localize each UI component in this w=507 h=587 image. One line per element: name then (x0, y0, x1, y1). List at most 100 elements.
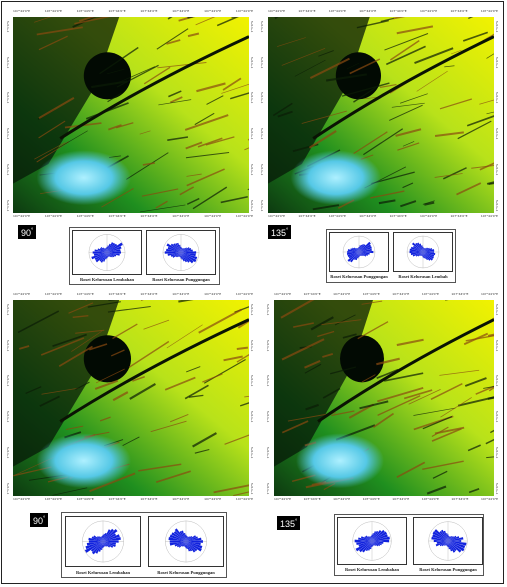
rose-ring (352, 521, 392, 561)
axis-tick-label: 7°5'0"S (260, 199, 264, 211)
rose-petal (441, 541, 448, 547)
crater-depression (83, 52, 131, 100)
rose-petal (446, 541, 448, 547)
axis-tick-label: 7°5'0"S (266, 482, 270, 494)
rose-petal (168, 537, 186, 542)
ridge-line (52, 333, 87, 348)
ridge-line (112, 323, 138, 340)
rose-petal (103, 528, 114, 542)
ridge-line (236, 346, 249, 350)
rose-petal (371, 541, 373, 547)
ridge-line (168, 90, 182, 98)
summit-area (36, 433, 131, 489)
rose-petal (106, 246, 108, 253)
ridge-line (58, 345, 93, 368)
ridge-line (322, 353, 334, 358)
ridge-line (422, 200, 435, 205)
left-axis-labels: 7°5'0"S 7°5'0"S 7°5'0"S 7°5'0"S 7°5'0"S 7°5'0… (6, 21, 10, 211)
ridge-line (389, 104, 423, 121)
ridge-line (75, 381, 90, 391)
rose-petal (93, 252, 107, 256)
rose-petal (107, 252, 109, 258)
rose-petal (103, 541, 114, 548)
rose-petal (369, 536, 372, 541)
ridge-line (224, 434, 249, 445)
azimuth-label: 135° (268, 225, 292, 239)
rose-petal (166, 243, 181, 253)
ridge-line (196, 82, 226, 93)
rose-petal (357, 247, 359, 252)
ridge-line (357, 321, 389, 340)
ridge-line (141, 188, 179, 197)
rose-petal (100, 541, 103, 550)
summit-area (36, 150, 131, 206)
axis-tick-label: 7°5'0"S (495, 128, 499, 140)
axis-tick-label: 107°44'0"E (362, 497, 380, 501)
rose-petal (107, 252, 120, 256)
rose-petal (103, 541, 105, 547)
rose-petal (186, 541, 196, 553)
rose-petal (372, 541, 374, 547)
rose-petal (97, 248, 107, 253)
rose-petal (106, 252, 108, 259)
ridge-line (485, 438, 494, 445)
ridge-line (195, 17, 216, 26)
rose-petal (172, 252, 181, 258)
rose-petal (167, 252, 181, 256)
axis-tick-label: 107°44'0"E (108, 497, 126, 501)
ridge-line (239, 402, 249, 407)
rose-petal (107, 252, 113, 258)
rose-petal (415, 242, 423, 252)
rose-petal (352, 247, 359, 252)
rose-petal (181, 541, 186, 547)
rose-petal (183, 532, 186, 542)
rose-petal (358, 537, 372, 541)
ridge-line (101, 188, 134, 208)
ridge-line (342, 333, 357, 339)
rose-diagram (393, 232, 453, 272)
rose-petal (372, 541, 379, 547)
axis-tick-label: 107°44'0"E (172, 214, 190, 218)
rose-petal (98, 536, 103, 542)
rose-petal (169, 541, 186, 546)
rose-petal (107, 252, 109, 257)
rose-petal (372, 531, 377, 541)
rose-petal (186, 541, 202, 552)
ridge-line (479, 162, 494, 171)
rose-petal (180, 252, 182, 259)
ridge-line (479, 99, 494, 105)
ridge-line (178, 300, 194, 303)
axis-tick-label: 107°44'0"E (108, 214, 126, 218)
ridge-line (304, 363, 322, 374)
axis-tick-label: 7°5'0"S (6, 339, 10, 352)
axis-tick-label: 107°44'0"E (204, 292, 222, 296)
rose-petal (91, 536, 103, 542)
ridge-line (434, 173, 463, 178)
rose-petal (448, 536, 451, 541)
rose-petal (103, 541, 111, 548)
ridge-line (169, 96, 183, 104)
rose-petal (448, 536, 453, 541)
rose-petal (355, 252, 359, 261)
rose-petal (365, 541, 372, 552)
rose-petal (423, 249, 435, 252)
rose-petal (169, 534, 186, 542)
ridge-line (353, 131, 388, 155)
ridge-line (187, 32, 200, 38)
rose-petal (369, 541, 372, 550)
axis-tick-label: 7°5'0"S (266, 304, 270, 316)
ridge-line (158, 99, 192, 106)
rose-petal (103, 528, 118, 542)
ridge-line (312, 204, 340, 211)
rose-diagram (148, 516, 224, 567)
ridge-line (377, 395, 421, 416)
ridge-line (194, 112, 215, 126)
axis-tick-label: 7°5'0"S (250, 339, 254, 352)
rose-petal (448, 541, 466, 549)
rose-caption: Roset Kelurusan Punggungan (330, 274, 388, 279)
rose-petal (448, 539, 462, 543)
ridge-line (440, 397, 472, 418)
ridge-line (166, 39, 181, 45)
axis-tick-label: 107°44'0"E (333, 292, 351, 296)
rose-petal (102, 247, 107, 253)
